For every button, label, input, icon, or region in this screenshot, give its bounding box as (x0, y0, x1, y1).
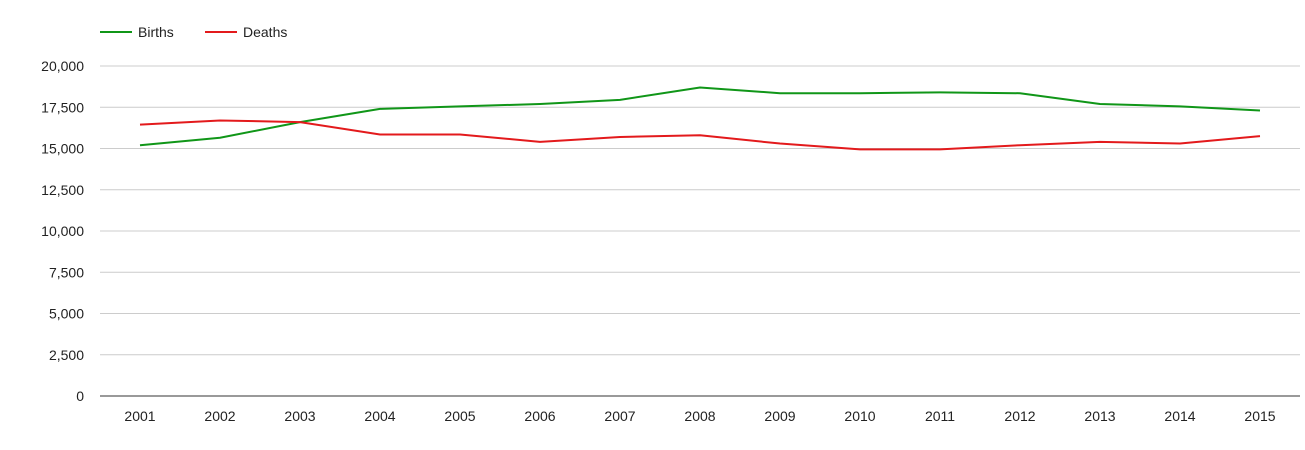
series-line-deaths (139, 119, 1261, 151)
x-tick-label: 2012 (1004, 408, 1035, 424)
x-tick-label: 2007 (604, 408, 635, 424)
legend-label-births: Births (138, 24, 174, 40)
y-tick-label: 5,000 (49, 306, 84, 322)
y-tick-label: 12,500 (41, 182, 84, 198)
y-tick-label: 15,000 (41, 141, 84, 157)
y-tick-label: 0 (76, 388, 84, 404)
x-tick-label: 2001 (124, 408, 155, 424)
x-tick-label: 2014 (1164, 408, 1195, 424)
x-tick-label: 2002 (204, 408, 235, 424)
y-tick-label: 7,500 (49, 264, 84, 280)
gridlines (100, 65, 1300, 356)
y-tick-label: 2,500 (49, 347, 84, 363)
y-axis-ticks: 0 2,500 5,000 7,500 10,000 12,500 15,000 17,500… (41, 58, 84, 404)
legend: Births Deaths (100, 24, 287, 40)
x-tick-label: 2003 (284, 408, 315, 424)
x-tick-label: 2015 (1244, 408, 1275, 424)
x-tick-label: 2013 (1084, 408, 1115, 424)
y-tick-label: 20,000 (41, 58, 84, 74)
x-tick-label: 2008 (684, 408, 715, 424)
x-tick-label: 2005 (444, 408, 475, 424)
y-tick-label: 10,000 (41, 223, 84, 239)
x-tick-label: 2009 (764, 408, 795, 424)
legend-label-deaths: Deaths (243, 24, 287, 40)
x-axis-ticks: 2001 2002 2003 2004 2005 2006 2007 2008 2009 2010… (124, 408, 1275, 424)
y-tick-label: 17,500 (41, 99, 84, 115)
x-tick-label: 2006 (524, 408, 555, 424)
x-tick-label: 2011 (925, 408, 955, 424)
x-tick-label: 2004 (364, 408, 395, 424)
series-lines (139, 86, 1261, 151)
x-tick-label: 2010 (844, 408, 875, 424)
series-line-births (139, 86, 1261, 147)
